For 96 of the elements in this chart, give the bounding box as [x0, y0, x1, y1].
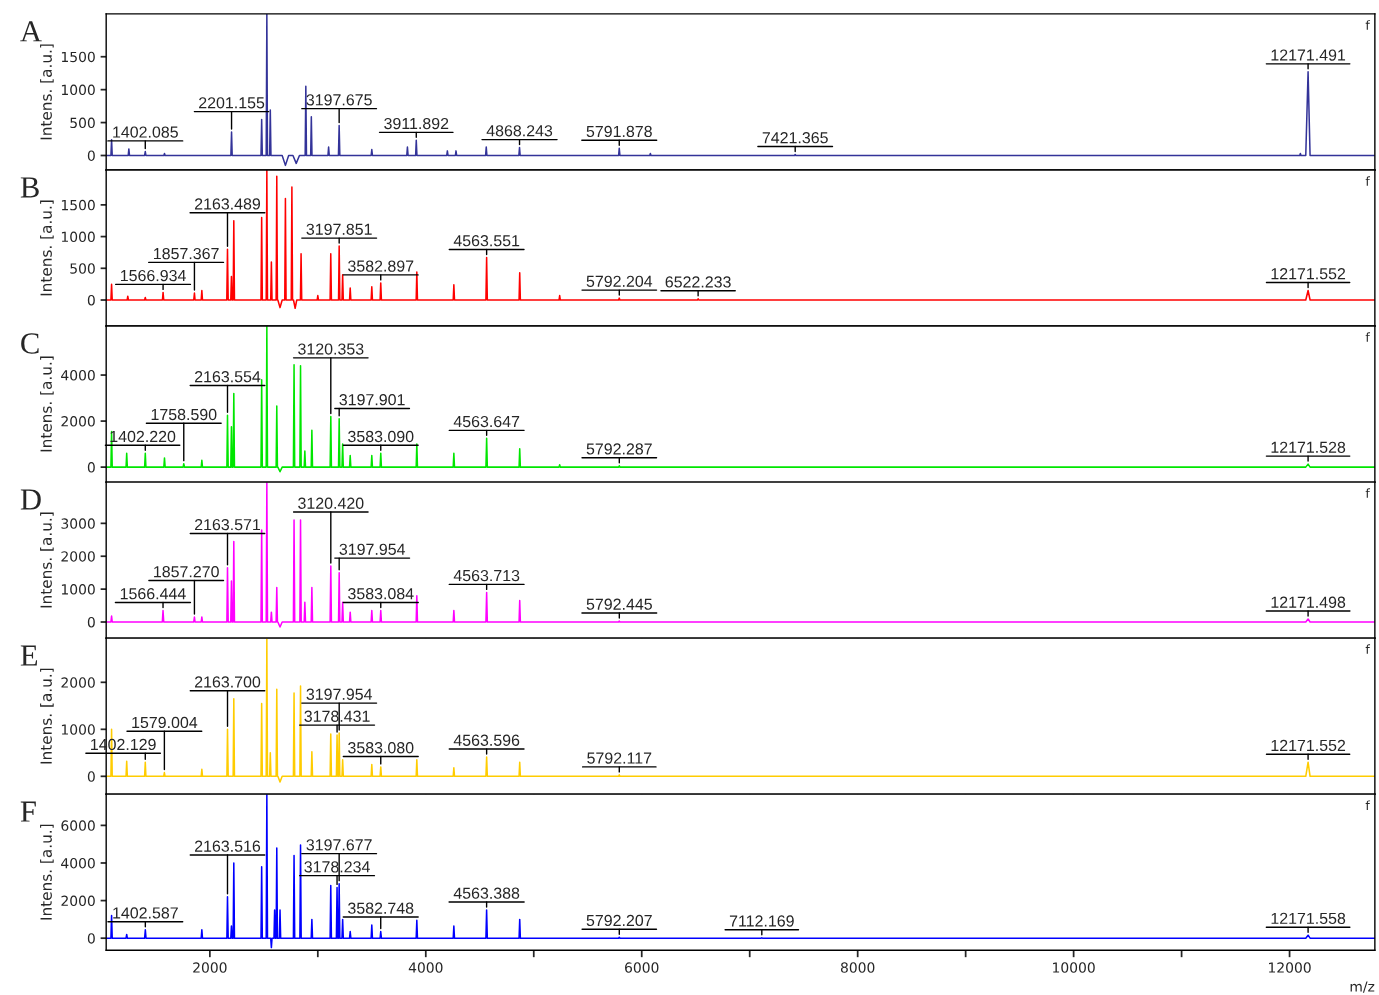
y-tick-label: 2000	[61, 416, 95, 427]
annotation: 1758.590	[151, 408, 217, 421]
annotation: 3197.954	[306, 688, 373, 700]
y-tick-label: 0	[87, 150, 95, 161]
y-tick-label: 500	[70, 117, 95, 129]
y-tick-label: 0	[87, 771, 95, 782]
annotation: 5792.287	[586, 443, 652, 455]
annotation: 3583.080	[348, 742, 414, 754]
annotation: f	[1365, 332, 1371, 342]
y-tick-label: 4000	[61, 370, 95, 381]
annotation: 4563.596	[453, 734, 520, 746]
annotation: 3197.851	[306, 223, 372, 235]
annotation: 3582.897	[348, 260, 414, 272]
y-tick-label: 0	[87, 294, 95, 306]
y-axis-title: Intens. [a.u.]	[40, 44, 54, 140]
y-tick-label: 0	[87, 616, 95, 628]
annotation: 1402.085	[113, 126, 178, 138]
y-axis-title: Intens. [a.u.]	[40, 356, 54, 452]
chart-title: C	[21, 333, 39, 354]
annotation: 2163.489	[194, 198, 261, 210]
y-axis-title: Intens. [a.u.]	[40, 200, 54, 296]
annotation: 12171.528	[1271, 441, 1346, 453]
chart-title: E	[20, 645, 38, 666]
y-axis-title: Intens. [a.u.]	[40, 668, 54, 764]
annotation: 4563.388	[453, 887, 520, 899]
annotation: 4563.647	[453, 415, 520, 428]
x-tick-label: 4000	[408, 962, 443, 973]
y-tick-label: 1000	[61, 584, 95, 595]
y-axis-title: Intens. [a.u.]	[40, 512, 54, 608]
annotation: 7112.169	[729, 915, 794, 927]
annotation: 3197.901	[339, 394, 405, 406]
annotation: 2163.571	[195, 518, 261, 531]
annotation: 6522.233	[665, 276, 731, 288]
annotation: f	[1365, 800, 1371, 810]
y-tick-label: 6000	[61, 820, 95, 831]
annotation: 7421.365	[762, 132, 828, 144]
y-tick-label: 1000	[61, 231, 95, 243]
annotation: 12171.558	[1271, 912, 1346, 925]
annotation: 3583.090	[348, 430, 414, 443]
annotation: f	[1365, 488, 1371, 498]
annotation: 1566.934	[120, 269, 186, 282]
annotation: 3197.677	[306, 839, 372, 851]
annotation: 3582.748	[348, 902, 414, 914]
y-tick-label: 1000	[61, 84, 95, 96]
annotation: 2163.700	[195, 676, 261, 688]
y-tick-label: 0	[87, 933, 95, 944]
chart-title: F	[20, 801, 36, 822]
y-tick-label: 0	[87, 462, 95, 473]
annotation: 12171.552	[1271, 268, 1346, 280]
y-axis-title: Intens. [a.u.]	[40, 824, 54, 920]
x-tick-label: 12000	[1269, 962, 1311, 973]
x-axis-title: m/z	[1350, 981, 1375, 993]
y-tick-label: 2000	[61, 895, 95, 907]
annotation: 3911.892	[384, 117, 449, 130]
y-tick-label: 1500	[61, 51, 95, 63]
annotation: 2163.554	[194, 371, 261, 383]
annotation: 12171.491	[1271, 49, 1346, 61]
annotation: 5791.878	[586, 125, 652, 138]
annotation: 3120.353	[298, 343, 364, 355]
annotation: f	[1365, 20, 1371, 30]
annotation: 5792.445	[586, 598, 652, 610]
annotation: 5792.204	[586, 275, 653, 287]
annotation: 2201.155	[199, 97, 265, 109]
annotation: 2163.516	[194, 840, 261, 852]
y-tick-label: 3000	[61, 518, 95, 529]
chart-title: A	[20, 21, 42, 42]
annotation: 1566.444	[120, 588, 186, 600]
annotation: 3120.420	[298, 497, 364, 509]
y-tick-label: 2000	[61, 677, 95, 688]
chart-title: B	[20, 177, 39, 198]
chart-title: D	[20, 489, 41, 510]
annotation: 1579.004	[132, 716, 198, 729]
annotation: 3583.084	[348, 588, 414, 600]
annotation: f	[1365, 176, 1371, 186]
annotation: f	[1365, 644, 1371, 654]
x-tick-label: 2000	[193, 962, 227, 973]
annotation: 1857.367	[154, 247, 219, 260]
annotation: 12171.552	[1271, 739, 1346, 752]
annotation: 4563.551	[453, 235, 520, 247]
annotation: 5792.117	[587, 752, 652, 764]
line-series	[106, 13, 1375, 167]
annotation: 1857.270	[154, 566, 219, 578]
annotation: 3197.954	[339, 543, 406, 555]
y-tick-label: 1500	[61, 199, 95, 211]
x-tick-label: 8000	[840, 962, 875, 973]
y-tick-label: 4000	[61, 857, 95, 869]
y-tick-label: 1000	[61, 724, 95, 735]
annotation: 1402.587	[113, 907, 178, 919]
annotation: 4563.713	[453, 569, 520, 582]
x-tick-label: 10000	[1053, 962, 1095, 973]
annotation: 5792.207	[586, 914, 652, 927]
y-tick-label: 500	[70, 263, 95, 274]
annotation: 12171.498	[1271, 596, 1346, 608]
y-tick-label: 2000	[61, 551, 95, 562]
x-tick-label: 6000	[625, 962, 659, 973]
annotation: 4868.243	[486, 125, 553, 137]
